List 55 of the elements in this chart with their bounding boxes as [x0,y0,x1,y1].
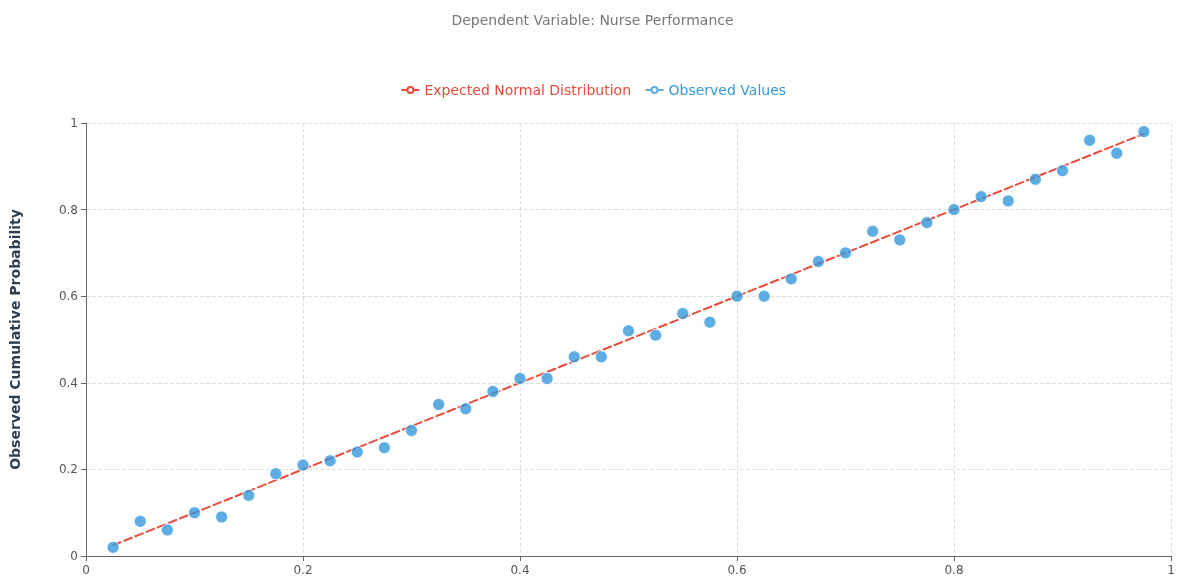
y-tick-label: 0.6 [58,289,78,304]
point [1137,125,1151,139]
point [730,289,744,303]
point [377,441,391,455]
point [784,272,798,286]
chart-title: Dependent Variable: Nurse Performance [451,12,734,28]
point [866,224,880,238]
x-tick-label: 0 [82,563,90,577]
point [1110,146,1124,160]
point [513,371,527,385]
y-tick-label: 0.2 [58,462,78,477]
point [540,371,554,385]
point [405,423,418,437]
point [323,454,337,468]
x-tick-label: 0.8 [944,563,964,577]
point [703,315,717,329]
point [947,203,961,217]
point [1083,133,1097,147]
point [106,540,120,554]
x-tick-label: 0.2 [293,563,313,577]
point [350,445,364,459]
point [649,328,663,342]
point [188,506,201,520]
point [459,402,473,416]
point [920,216,934,230]
legend-label: Expected Normal Distribution [424,82,632,98]
y-axis-title: Observed Cumulative Probability [7,209,23,470]
point [1028,172,1042,186]
point [160,523,174,537]
legend-label: Observed Values [668,82,787,98]
point [811,255,825,269]
point [594,350,608,364]
x-tick-label: 1 [1167,563,1175,577]
point [296,458,310,472]
point [486,384,500,398]
y-tick-label: 0.8 [58,202,78,217]
point [567,350,581,364]
point [1056,164,1069,178]
y-tick-label: 0.4 [58,375,78,390]
point [242,488,256,502]
point [757,289,771,303]
point [893,233,907,247]
y-tick-label: 0 [70,549,78,563]
point [1001,194,1015,208]
point [432,397,446,411]
point [133,514,147,528]
x-tick-label: 0.6 [727,563,747,577]
y-tick-label: 1 [70,116,78,130]
point [974,190,988,204]
point [676,307,690,321]
point [839,246,852,260]
point [622,324,635,338]
point [269,467,283,481]
x-tick-label: 0.4 [510,563,530,577]
point [215,510,229,524]
